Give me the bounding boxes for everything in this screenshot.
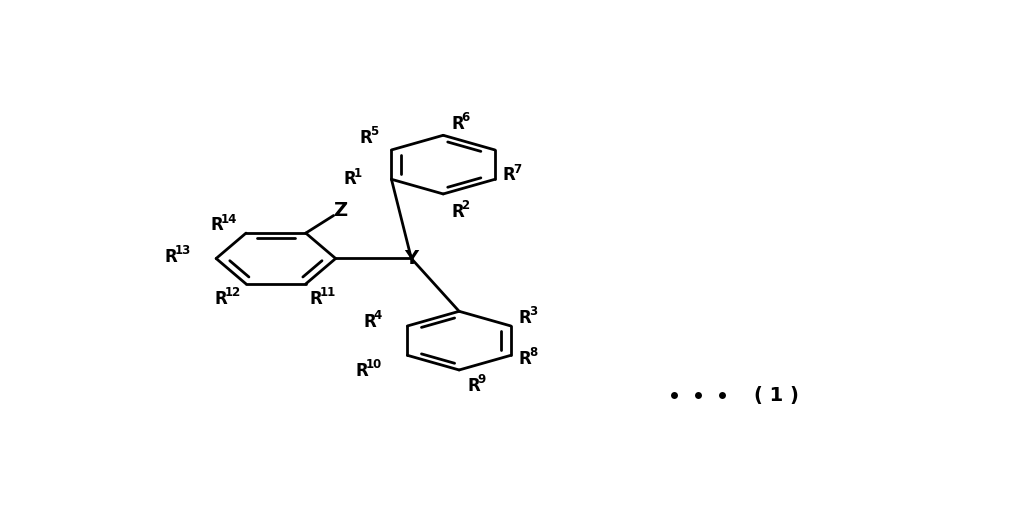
Text: R: R xyxy=(210,216,223,234)
Text: Z: Z xyxy=(333,201,347,220)
Text: 2: 2 xyxy=(462,199,470,212)
Text: 12: 12 xyxy=(224,286,241,299)
Text: R: R xyxy=(519,350,531,368)
Text: 3: 3 xyxy=(529,305,538,319)
Text: 11: 11 xyxy=(320,286,336,299)
Text: 14: 14 xyxy=(221,212,236,226)
Text: R: R xyxy=(356,362,368,380)
Text: R: R xyxy=(214,290,227,308)
Text: 5: 5 xyxy=(370,125,378,139)
Text: 1: 1 xyxy=(354,167,362,179)
Text: Y: Y xyxy=(404,249,418,268)
Text: R: R xyxy=(467,376,480,395)
Text: 13: 13 xyxy=(175,244,191,257)
Text: R: R xyxy=(364,313,376,331)
Text: R: R xyxy=(519,309,531,327)
Text: R: R xyxy=(360,129,372,147)
Text: 10: 10 xyxy=(366,358,382,371)
Text: R: R xyxy=(164,247,177,266)
Text: 4: 4 xyxy=(374,309,382,322)
Text: R: R xyxy=(451,114,464,133)
Text: 7: 7 xyxy=(513,163,521,176)
Text: R: R xyxy=(343,170,357,188)
Text: ( 1 ): ( 1 ) xyxy=(754,386,799,405)
Text: R: R xyxy=(309,290,323,308)
Text: 8: 8 xyxy=(529,346,538,360)
Text: R: R xyxy=(503,167,516,184)
Text: R: R xyxy=(451,203,464,220)
Text: 9: 9 xyxy=(477,373,485,386)
Text: 6: 6 xyxy=(462,111,470,124)
